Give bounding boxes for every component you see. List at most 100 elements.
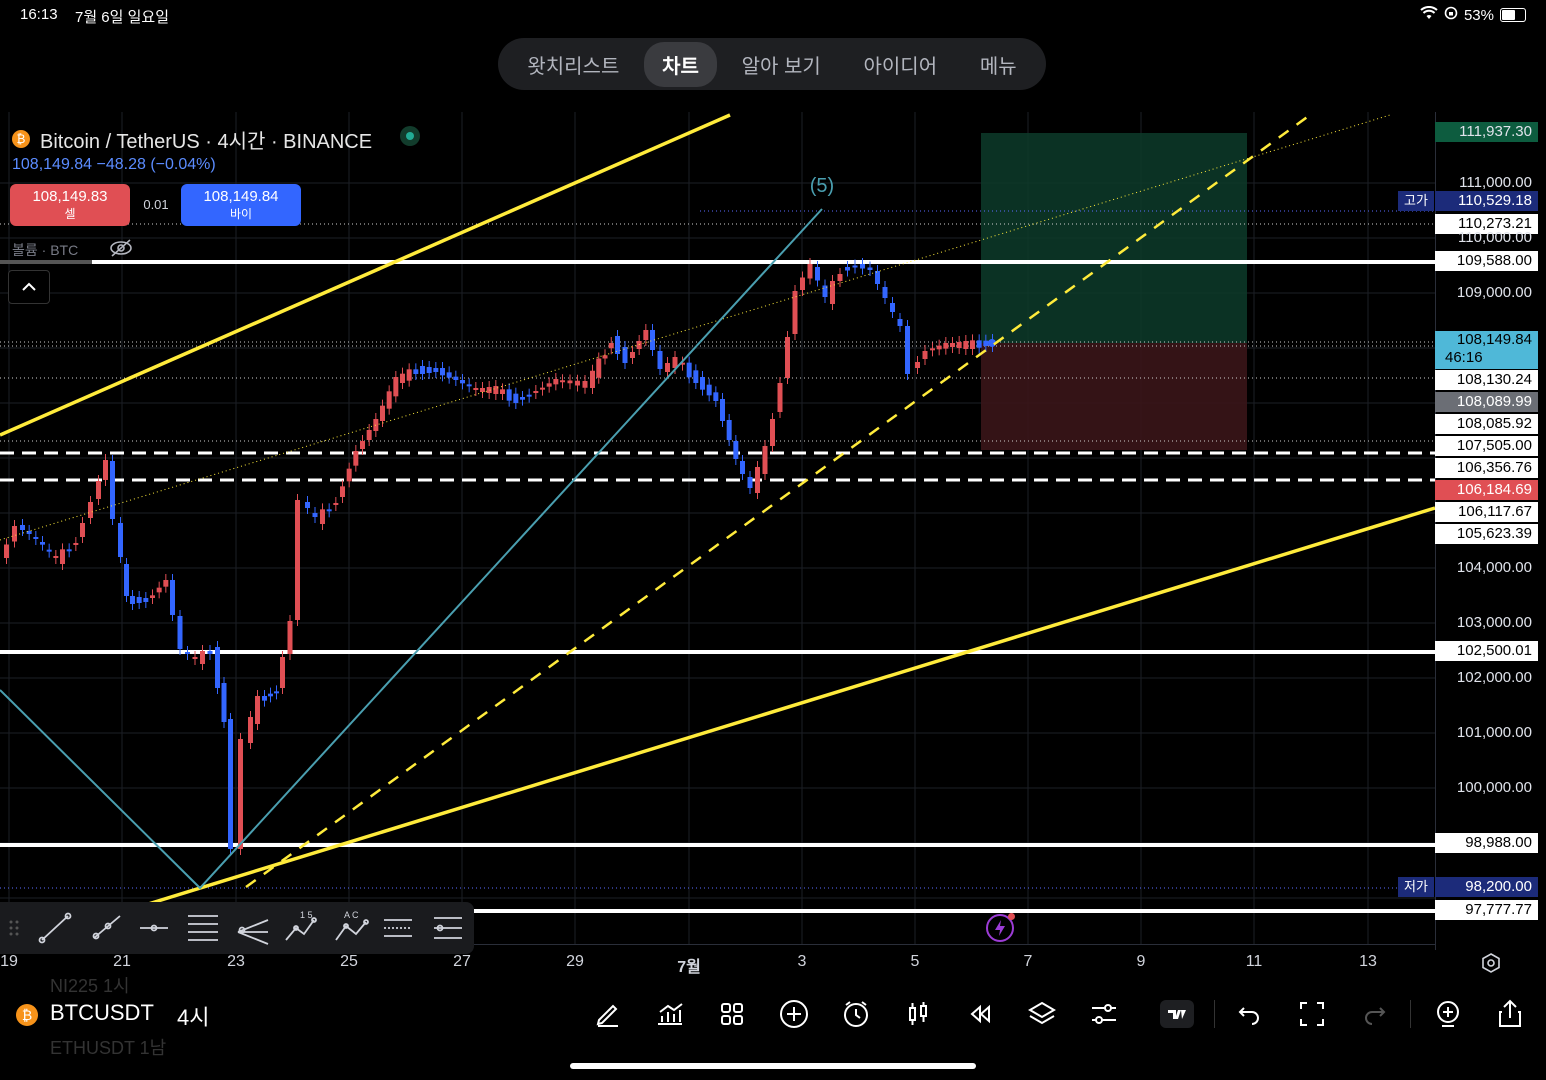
chart-settings-icon[interactable] xyxy=(1480,952,1502,979)
price-label: 101,000.00 xyxy=(1456,724,1532,741)
tab-chart[interactable]: 차트 xyxy=(644,41,717,87)
interval-selector[interactable]: 4시 xyxy=(177,1005,210,1030)
tradingview-logo-icon[interactable] xyxy=(1160,1000,1194,1028)
horizontal-ray-icon[interactable] xyxy=(140,924,168,932)
price-label: 102,500.01 xyxy=(1435,641,1538,661)
elliott-wave-icon[interactable] xyxy=(285,917,317,941)
wave-label: (5) xyxy=(810,175,834,197)
add-watchlist-icon[interactable] xyxy=(1430,996,1466,1032)
time-label: 21 xyxy=(113,953,131,970)
tab-watchlist[interactable]: 왓치리스트 xyxy=(527,55,620,78)
grid-layout-icon[interactable] xyxy=(714,996,750,1032)
price-label: 108,130.24 xyxy=(1435,370,1538,390)
price-label: 107,505.00 xyxy=(1435,436,1538,456)
status-date: 7월 6일 일요일 xyxy=(75,9,170,26)
tab-menu[interactable]: 메뉴 xyxy=(979,55,1017,78)
trend-line-icon[interactable] xyxy=(38,912,72,944)
time-label: 3 xyxy=(797,953,807,970)
status-time: 16:13 xyxy=(20,6,58,23)
gann-fan-icon[interactable] xyxy=(434,917,462,939)
symbol-title[interactable]: Bitcoin / TetherUS · 4시간 · BINANCE xyxy=(40,131,373,153)
faded-symbol-above: NI225 1시 xyxy=(50,976,130,996)
redo-icon[interactable] xyxy=(1356,996,1392,1032)
price-label: 97,777.77 xyxy=(1435,900,1538,920)
home-indicator[interactable] xyxy=(570,1063,976,1069)
candle-type-icon[interactable] xyxy=(900,996,936,1032)
faded-symbol-below: ETHUSDT 1남 xyxy=(50,1038,167,1058)
time-label: 25 xyxy=(340,953,358,970)
price-label: 106,117.67 xyxy=(1435,502,1538,522)
lock-rotation-icon xyxy=(1444,6,1458,24)
add-icon[interactable] xyxy=(776,996,812,1032)
sell-label: 셀 xyxy=(64,207,76,221)
countdown-label: 46:16 xyxy=(1445,349,1483,366)
price-label: 102,000.00 xyxy=(1456,669,1532,686)
fullscreen-icon[interactable] xyxy=(1294,996,1330,1032)
time-label: 9 xyxy=(1136,953,1146,970)
price-label: 110,529.18 xyxy=(1435,191,1538,211)
spread-value: 0.01 xyxy=(143,197,169,212)
candlestick-series xyxy=(4,258,996,855)
layers-icon[interactable] xyxy=(1024,996,1060,1032)
divider xyxy=(1214,1000,1215,1028)
collapse-button[interactable] xyxy=(8,270,50,304)
time-label: 11 xyxy=(1245,953,1263,970)
price-label: 108,089.99 xyxy=(1435,392,1538,412)
pitchfork-icon[interactable] xyxy=(237,919,269,945)
price-label: 106,356.76 xyxy=(1435,458,1538,478)
abcd-pattern-icon[interactable] xyxy=(335,919,369,941)
ray-icon[interactable] xyxy=(92,915,121,940)
share-icon[interactable] xyxy=(1492,996,1528,1032)
undo-icon[interactable] xyxy=(1232,996,1268,1032)
price-label: 98,200.00 xyxy=(1435,877,1538,897)
elliott-wave-line xyxy=(0,208,823,890)
time-label: 13 xyxy=(1359,953,1377,970)
tab-ideas[interactable]: 아이디어 xyxy=(863,55,938,78)
dashed-trend-line xyxy=(245,113,1311,889)
price-chart[interactable]: (5) xyxy=(0,112,1546,982)
abcd-tool-label: A C xyxy=(344,910,359,920)
time-label: 27 xyxy=(453,953,471,970)
time-label: 19 xyxy=(0,953,18,970)
price-label: 106,184.69 xyxy=(1435,480,1538,500)
alert-clock-icon[interactable] xyxy=(838,996,874,1032)
price-label: 105,623.39 xyxy=(1435,524,1538,544)
bitcoin-icon: ₿ xyxy=(16,1004,38,1026)
pencil-icon[interactable] xyxy=(590,996,626,1032)
stop-loss-zone xyxy=(981,343,1247,450)
fib-retracement-icon[interactable] xyxy=(188,915,218,941)
time-axis[interactable] xyxy=(0,944,1435,983)
market-status-icon xyxy=(400,126,420,146)
volume-bar xyxy=(0,260,92,264)
price-label: 111,000.00 xyxy=(1459,174,1532,191)
eye-off-icon[interactable] xyxy=(108,238,134,263)
sell-button[interactable]: 108,149.83 셀 xyxy=(10,184,130,226)
price-tag: 고가 xyxy=(1398,191,1434,211)
price-label: 100,000.00 xyxy=(1456,779,1532,796)
sell-price: 108,149.83 xyxy=(32,188,108,205)
dashed-levels xyxy=(0,451,1435,482)
parallel-channel-icon[interactable] xyxy=(384,919,412,937)
time-label: 5 xyxy=(910,953,920,970)
price-label: 109,000.00 xyxy=(1456,284,1532,301)
symbol-selector[interactable]: BTCUSDT xyxy=(50,1000,154,1025)
price-label: 111,937.30 xyxy=(1435,122,1538,142)
bitcoin-icon: ₿ xyxy=(12,130,30,148)
time-label: 23 xyxy=(227,953,245,970)
battery-percent: 53% xyxy=(1463,6,1494,24)
top-tab-bar: 왓치리스트 차트 알아 보기 아이디어 메뉴 xyxy=(498,38,1046,90)
indicator-icon[interactable] xyxy=(652,996,688,1032)
price-label: 109,588.00 xyxy=(1435,251,1538,271)
price-label: 103,000.00 xyxy=(1456,614,1532,631)
time-label: 7 xyxy=(1023,953,1033,970)
buy-button[interactable]: 108,149.84 바이 xyxy=(181,184,301,226)
volume-indicator-label[interactable]: 볼륨 · BTC xyxy=(12,242,79,258)
battery-icon xyxy=(1500,8,1526,22)
elliott-tool-label: 1 5 xyxy=(300,910,313,920)
settings-sliders-icon[interactable] xyxy=(1086,996,1122,1032)
divider xyxy=(1410,1000,1411,1028)
price-label: 110,273.21 xyxy=(1435,214,1538,234)
tab-explore[interactable]: 알아 보기 xyxy=(741,55,821,78)
replay-icon[interactable] xyxy=(962,996,998,1032)
flash-icon[interactable] xyxy=(986,913,1015,942)
